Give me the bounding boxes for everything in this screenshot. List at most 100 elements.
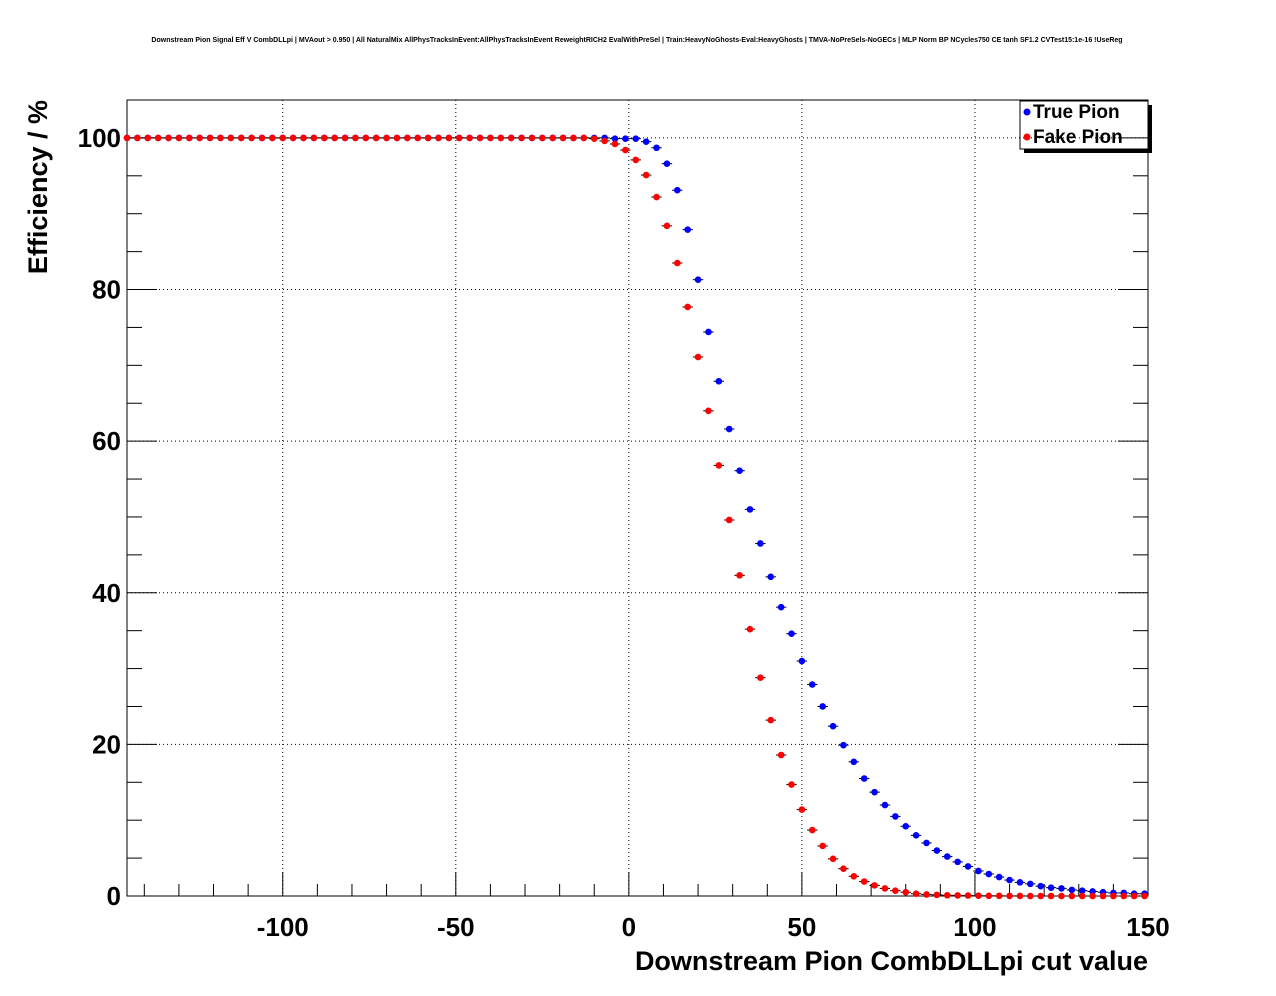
x-tick-label: 150 bbox=[1126, 912, 1169, 942]
data-point bbox=[611, 140, 619, 148]
data-point bbox=[507, 134, 515, 142]
data-point bbox=[694, 353, 702, 361]
data-point bbox=[767, 716, 775, 724]
data-point bbox=[663, 160, 671, 167]
data-point bbox=[684, 303, 691, 311]
data-point bbox=[860, 878, 868, 885]
data-point bbox=[829, 855, 837, 863]
data-point bbox=[632, 135, 640, 142]
data-point bbox=[757, 540, 764, 547]
grid bbox=[127, 100, 1148, 896]
data-point bbox=[590, 135, 598, 142]
data-point bbox=[684, 226, 691, 233]
data-point bbox=[331, 134, 338, 142]
data-point bbox=[497, 134, 505, 142]
data-point bbox=[871, 788, 878, 796]
y-tick-label: 100 bbox=[78, 123, 121, 153]
data-point bbox=[601, 137, 608, 145]
data-point bbox=[185, 134, 193, 142]
data-point bbox=[549, 134, 557, 142]
data-point bbox=[258, 134, 266, 142]
data-point bbox=[424, 134, 432, 142]
x-axis-title: Downstream Pion CombDLLpi cut value bbox=[635, 946, 1148, 976]
data-point bbox=[674, 186, 681, 194]
data-point bbox=[248, 134, 255, 142]
x-tick-label: 0 bbox=[622, 912, 636, 942]
data-point bbox=[923, 839, 930, 847]
data-point bbox=[954, 892, 961, 899]
data-point bbox=[850, 872, 858, 880]
data-point bbox=[819, 703, 826, 710]
series-fake-pion bbox=[123, 134, 1148, 900]
data-point bbox=[663, 222, 671, 230]
data-point bbox=[1016, 892, 1024, 900]
data-point bbox=[632, 156, 640, 164]
tick-labels: -100 -50 0 50 100 150 0 20 40 60 80 100 bbox=[78, 123, 1170, 942]
data-series bbox=[123, 134, 1148, 900]
data-point bbox=[694, 276, 702, 283]
data-point bbox=[154, 134, 162, 142]
data-point bbox=[1037, 892, 1045, 900]
legend-marker bbox=[1023, 108, 1031, 116]
data-point bbox=[653, 144, 660, 152]
data-point bbox=[757, 674, 764, 681]
data-point bbox=[798, 657, 806, 665]
data-point bbox=[1130, 892, 1138, 900]
data-point bbox=[642, 138, 650, 145]
x-tick-label: -50 bbox=[437, 912, 475, 942]
data-point bbox=[217, 134, 224, 142]
data-point bbox=[539, 134, 546, 142]
data-point bbox=[840, 865, 847, 873]
data-point bbox=[860, 775, 868, 782]
data-point bbox=[892, 813, 899, 820]
data-point bbox=[279, 134, 287, 142]
data-point bbox=[736, 572, 743, 579]
data-point bbox=[414, 134, 422, 142]
data-point bbox=[455, 134, 463, 142]
data-point bbox=[964, 863, 972, 870]
data-point bbox=[777, 603, 785, 611]
axis-ticks bbox=[127, 99, 1149, 897]
x-tick-label: -100 bbox=[257, 912, 309, 942]
data-point bbox=[1068, 892, 1076, 900]
y-tick-label: 40 bbox=[92, 578, 121, 608]
data-point bbox=[269, 134, 276, 142]
data-point bbox=[725, 425, 733, 433]
data-point bbox=[1068, 886, 1076, 894]
data-point bbox=[383, 134, 390, 142]
data-point bbox=[466, 134, 473, 142]
data-point bbox=[372, 134, 380, 142]
y-axis-title: Efficiency / % bbox=[23, 100, 53, 274]
data-point bbox=[808, 826, 816, 834]
data-point bbox=[871, 882, 878, 889]
data-point bbox=[1099, 892, 1107, 900]
plot-frame bbox=[126, 99, 1149, 897]
y-tick-label: 80 bbox=[92, 275, 121, 305]
data-point bbox=[850, 758, 858, 766]
y-tick-label: 60 bbox=[92, 426, 121, 456]
data-point bbox=[975, 892, 982, 899]
data-point bbox=[1027, 892, 1034, 900]
data-point bbox=[134, 134, 141, 142]
data-point bbox=[622, 146, 629, 154]
legend-label: Fake Pion bbox=[1033, 127, 1123, 148]
data-point bbox=[1027, 880, 1034, 888]
data-point bbox=[445, 134, 453, 142]
data-point bbox=[476, 134, 484, 142]
data-point bbox=[352, 134, 359, 142]
data-point bbox=[123, 134, 131, 142]
data-point bbox=[175, 134, 183, 142]
y-tick-label: 20 bbox=[92, 729, 121, 759]
data-point bbox=[435, 134, 442, 142]
data-point bbox=[995, 892, 1003, 900]
data-point bbox=[580, 134, 588, 142]
data-point bbox=[892, 887, 899, 894]
data-point bbox=[964, 892, 972, 899]
data-point bbox=[1089, 892, 1096, 900]
data-point bbox=[985, 892, 993, 900]
data-point bbox=[829, 722, 837, 730]
data-point bbox=[881, 801, 889, 809]
data-point bbox=[902, 888, 910, 896]
data-point bbox=[528, 134, 536, 142]
data-point bbox=[933, 847, 941, 854]
